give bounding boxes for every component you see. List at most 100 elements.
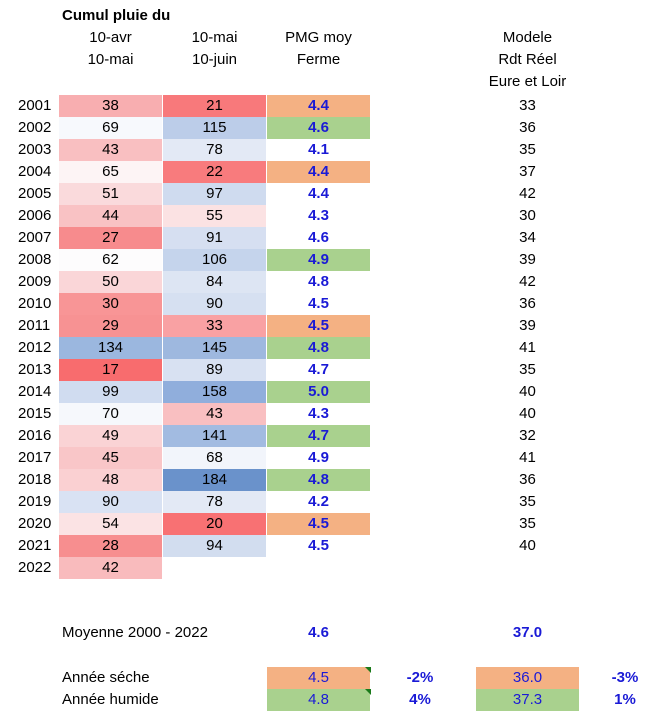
- year-label: 2014: [18, 383, 52, 400]
- rain-jun-cell[interactable]: 68: [163, 447, 266, 469]
- rain-apr-cell[interactable]: 54: [59, 513, 162, 535]
- model-yield-cell[interactable]: 33: [519, 97, 536, 114]
- pmg-cell[interactable]: 4.2: [308, 493, 329, 510]
- rain-apr-cell[interactable]: 44: [59, 205, 162, 227]
- rain-jun-cell[interactable]: 91: [163, 227, 266, 249]
- pmg-cell[interactable]: 5.0: [267, 381, 370, 403]
- wet-pmg-pct-cell[interactable]: 4%: [409, 691, 431, 708]
- rain-apr-cell[interactable]: 29: [59, 315, 162, 337]
- year-label: 2020: [18, 515, 52, 532]
- rain-apr-cell[interactable]: 48: [59, 469, 162, 491]
- rain-apr-cell[interactable]: 134: [59, 337, 162, 359]
- wet-model-cell[interactable]: 37.3: [476, 689, 579, 711]
- rain-apr-cell[interactable]: 27: [59, 227, 162, 249]
- rain-jun-cell[interactable]: 184: [163, 469, 266, 491]
- dry-model-cell[interactable]: 36.0: [476, 667, 579, 689]
- model-yield-cell[interactable]: 34: [519, 229, 536, 246]
- rain-apr-cell[interactable]: 69: [59, 117, 162, 139]
- pmg-cell[interactable]: 4.6: [308, 229, 329, 246]
- dry-pmg-comment-marker[interactable]: [364, 667, 371, 673]
- pmg-cell[interactable]: 4.1: [308, 141, 329, 158]
- rain-jun-cell[interactable]: 158: [163, 381, 266, 403]
- model-yield-cell[interactable]: 36: [519, 471, 536, 488]
- wet-pmg-comment-marker[interactable]: [364, 689, 371, 695]
- wet-pmg-cell[interactable]: 4.8: [267, 689, 370, 711]
- model-yield-cell[interactable]: 41: [519, 449, 536, 466]
- model-yield-cell[interactable]: 36: [519, 119, 536, 136]
- rain-apr-cell[interactable]: 51: [59, 183, 162, 205]
- rain-jun-cell[interactable]: 94: [163, 535, 266, 557]
- rain-apr-cell[interactable]: 50: [59, 271, 162, 293]
- rain-jun-cell[interactable]: 97: [163, 183, 266, 205]
- pmg-cell[interactable]: 4.7: [267, 425, 370, 447]
- rain-apr-cell[interactable]: 17: [59, 359, 162, 381]
- rain-jun-cell[interactable]: 106: [163, 249, 266, 271]
- wet-model-pct-cell[interactable]: 1%: [614, 691, 636, 708]
- rain-apr-cell[interactable]: 45: [59, 447, 162, 469]
- pmg-cell[interactable]: 4.7: [308, 361, 329, 378]
- pmg-cell[interactable]: 4.8: [267, 337, 370, 359]
- model-yield-cell[interactable]: 40: [519, 383, 536, 400]
- rain-jun-cell[interactable]: 43: [163, 403, 266, 425]
- model-yield-cell[interactable]: 35: [519, 515, 536, 532]
- mean-pmg-cell[interactable]: 4.6: [308, 624, 329, 641]
- dry-pmg-pct-cell[interactable]: -2%: [406, 669, 434, 686]
- rain-jun-cell[interactable]: 20: [163, 513, 266, 535]
- rain-apr-cell[interactable]: 62: [59, 249, 162, 271]
- pmg-cell[interactable]: 4.8: [308, 273, 329, 290]
- pmg-cell[interactable]: 4.5: [308, 537, 329, 554]
- pmg-cell[interactable]: 4.3: [308, 207, 329, 224]
- model-yield-cell[interactable]: 36: [519, 295, 536, 312]
- pmg-cell[interactable]: 4.5: [308, 295, 329, 312]
- rain-apr-cell[interactable]: 90: [59, 491, 162, 513]
- rain-jun-cell[interactable]: 22: [163, 161, 266, 183]
- rain-jun-cell[interactable]: 141: [163, 425, 266, 447]
- pmg-cell[interactable]: 4.8: [267, 469, 370, 491]
- rain-apr-cell[interactable]: 30: [59, 293, 162, 315]
- model-yield-cell[interactable]: 42: [519, 273, 536, 290]
- pmg-cell[interactable]: 4.6: [267, 117, 370, 139]
- model-yield-cell[interactable]: 41: [519, 339, 536, 356]
- model-yield-cell[interactable]: 35: [519, 141, 536, 158]
- rain-jun-cell[interactable]: 145: [163, 337, 266, 359]
- pmg-cell[interactable]: 4.4: [267, 161, 370, 183]
- pmg-cell[interactable]: 4.5: [267, 315, 370, 337]
- model-yield-cell[interactable]: 30: [519, 207, 536, 224]
- model-yield-cell[interactable]: 40: [519, 405, 536, 422]
- rain-jun-cell[interactable]: 78: [163, 491, 266, 513]
- model-yield-cell[interactable]: 39: [519, 317, 536, 334]
- rain-jun-cell[interactable]: 78: [163, 139, 266, 161]
- pmg-cell[interactable]: 4.4: [308, 185, 329, 202]
- rain-apr-cell[interactable]: 49: [59, 425, 162, 447]
- model-yield-cell[interactable]: 40: [519, 537, 536, 554]
- rain-apr-cell[interactable]: 43: [59, 139, 162, 161]
- rain-apr-cell[interactable]: 70: [59, 403, 162, 425]
- dry-pmg-cell[interactable]: 4.5: [267, 667, 370, 689]
- dry-model-pct-cell[interactable]: -3%: [611, 669, 639, 686]
- pmg-cell[interactable]: 4.5: [267, 513, 370, 535]
- model-yield-cell[interactable]: 39: [519, 251, 536, 268]
- rain-jun-cell[interactable]: 90: [163, 293, 266, 315]
- model-yield-cell[interactable]: 32: [519, 427, 536, 444]
- rain-apr-cell[interactable]: 42: [59, 557, 162, 579]
- model-yield-cell[interactable]: 37: [519, 163, 536, 180]
- year-label: 2001: [18, 97, 52, 114]
- model-yield-cell[interactable]: 35: [519, 493, 536, 510]
- mean-model-cell[interactable]: 37.0: [512, 624, 543, 641]
- pmg-cell[interactable]: 4.4: [267, 95, 370, 117]
- pmg-cell[interactable]: 4.9: [267, 249, 370, 271]
- pmg-cell[interactable]: 4.9: [308, 449, 329, 466]
- rain-jun-cell[interactable]: 84: [163, 271, 266, 293]
- rain-apr-cell[interactable]: 65: [59, 161, 162, 183]
- rain-jun-cell[interactable]: 21: [163, 95, 266, 117]
- rain-apr-cell[interactable]: 38: [59, 95, 162, 117]
- rain-jun-cell[interactable]: 89: [163, 359, 266, 381]
- rain-jun-cell[interactable]: 115: [163, 117, 266, 139]
- rain-jun-cell[interactable]: 55: [163, 205, 266, 227]
- model-yield-cell[interactable]: 42: [519, 185, 536, 202]
- rain-apr-cell[interactable]: 99: [59, 381, 162, 403]
- model-yield-cell[interactable]: 35: [519, 361, 536, 378]
- rain-jun-cell[interactable]: 33: [163, 315, 266, 337]
- rain-apr-cell[interactable]: 28: [59, 535, 162, 557]
- pmg-cell[interactable]: 4.3: [308, 405, 329, 422]
